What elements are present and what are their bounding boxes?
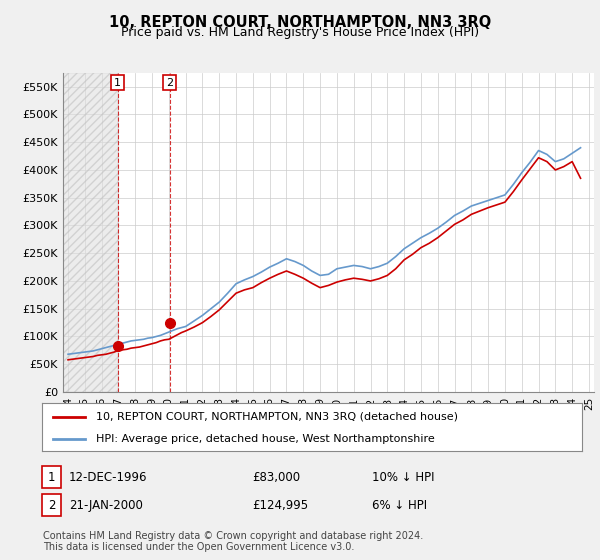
- Text: £83,000: £83,000: [252, 470, 300, 484]
- Text: 1: 1: [48, 470, 55, 484]
- Text: Price paid vs. HM Land Registry's House Price Index (HPI): Price paid vs. HM Land Registry's House …: [121, 26, 479, 39]
- Text: HPI: Average price, detached house, West Northamptonshire: HPI: Average price, detached house, West…: [96, 434, 435, 444]
- Text: Contains HM Land Registry data © Crown copyright and database right 2024.
This d: Contains HM Land Registry data © Crown c…: [43, 531, 424, 553]
- Bar: [63, 73, 118, 392]
- Text: 10, REPTON COURT, NORTHAMPTON, NN3 3RQ: 10, REPTON COURT, NORTHAMPTON, NN3 3RQ: [109, 15, 491, 30]
- Text: 10% ↓ HPI: 10% ↓ HPI: [372, 470, 434, 484]
- Text: £124,995: £124,995: [252, 498, 308, 512]
- Text: 10, REPTON COURT, NORTHAMPTON, NN3 3RQ (detached house): 10, REPTON COURT, NORTHAMPTON, NN3 3RQ (…: [96, 412, 458, 422]
- Text: 6% ↓ HPI: 6% ↓ HPI: [372, 498, 427, 512]
- Text: 2: 2: [166, 78, 173, 87]
- Text: 21-JAN-2000: 21-JAN-2000: [69, 498, 143, 512]
- Text: 2: 2: [48, 498, 55, 512]
- Text: 1: 1: [114, 78, 121, 87]
- Text: 12-DEC-1996: 12-DEC-1996: [69, 470, 148, 484]
